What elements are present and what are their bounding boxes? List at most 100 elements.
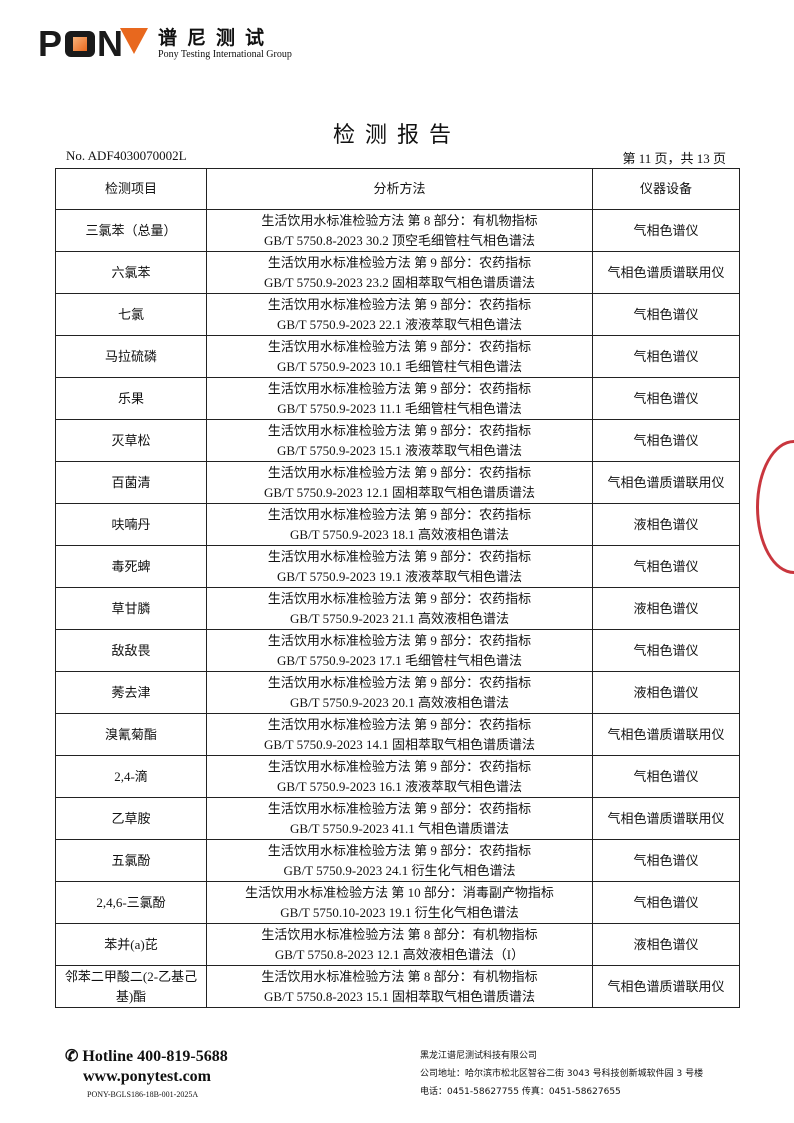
instrument: 液相色谱仪 bbox=[592, 503, 740, 546]
method-standard: 生活饮用水标准检验方法 第 8 部分：有机物指标 bbox=[261, 926, 538, 942]
method-clause: GB/T 5750.9-2023 16.1 液液萃取气相色谱法 bbox=[277, 778, 522, 794]
test-item: 三氯苯（总量） bbox=[55, 209, 207, 252]
table-row: 毒死蜱 生活饮用水标准检验方法 第 9 部分：农药指标 GB/T 5750.9-2… bbox=[55, 545, 740, 588]
method-clause: GB/T 5750.8-2023 12.1 高效液相色谱法（I） bbox=[274, 946, 525, 962]
method-standard: 生活饮用水标准检验方法 第 9 部分：农药指标 bbox=[267, 338, 532, 354]
table-row: 敌敌畏 生活饮用水标准检验方法 第 9 部分：农药指标 GB/T 5750.9-2… bbox=[55, 629, 740, 672]
method-clause: GB/T 5750.9-2023 15.1 液液萃取气相色谱法 bbox=[277, 442, 522, 458]
instrument: 气相色谱质谱联用仪 bbox=[592, 797, 740, 840]
logo-en-text: Pony Testing International Group bbox=[158, 49, 292, 60]
analysis-method: 生活饮用水标准检验方法 第 9 部分：农药指标 GB/T 5750.9-2023 … bbox=[206, 377, 593, 420]
company-address: 公司地址：哈尔滨市松北区智谷二街 3043 号科技创新城软件园 3 号楼 bbox=[420, 1069, 704, 1079]
table-row: 五氯酚 生活饮用水标准检验方法 第 9 部分：农药指标 GB/T 5750.9-2… bbox=[55, 839, 740, 882]
instrument: 气相色谱仪 bbox=[592, 839, 740, 882]
method-clause: GB/T 5750.9-2023 14.1 固相萃取气相色谱质谱法 bbox=[264, 736, 535, 752]
table-row: 乙草胺 生活饮用水标准检验方法 第 9 部分：农药指标 GB/T 5750.9-2… bbox=[55, 797, 740, 840]
page-number: 第 11 页，共 13 页 bbox=[622, 151, 726, 166]
table-row: 百菌清 生活饮用水标准检验方法 第 9 部分：农药指标 GB/T 5750.9-2… bbox=[55, 461, 740, 504]
table-row: 草甘膦 生活饮用水标准检验方法 第 9 部分：农药指标 GB/T 5750.9-2… bbox=[55, 587, 740, 630]
instrument: 气相色谱仪 bbox=[592, 881, 740, 924]
test-item: 乙草胺 bbox=[55, 797, 207, 840]
instrument: 液相色谱仪 bbox=[592, 671, 740, 714]
test-item: 2,4,6-三氯酚 bbox=[55, 881, 207, 924]
table-row: 2,4,6-三氯酚 生活饮用水标准检验方法 第 10 部分：消毒副产物指标 GB/… bbox=[55, 881, 740, 924]
method-clause: GB/T 5750.9-2023 41.1 气相色谱质谱法 bbox=[290, 820, 509, 836]
column-header: 分析方法 bbox=[206, 168, 593, 210]
analysis-method: 生活饮用水标准检验方法 第 9 部分：农药指标 GB/T 5750.9-2023 … bbox=[206, 419, 593, 462]
table-row: 乐果 生活饮用水标准检验方法 第 9 部分：农药指标 GB/T 5750.9-20… bbox=[55, 377, 740, 420]
method-standard: 生活饮用水标准检验方法 第 9 部分：农药指标 bbox=[267, 422, 532, 438]
analysis-method: 生活饮用水标准检验方法 第 9 部分：农药指标 GB/T 5750.9-2023 … bbox=[206, 671, 593, 714]
method-standard: 生活饮用水标准检验方法 第 9 部分：农药指标 bbox=[267, 842, 532, 858]
instrument: 气相色谱仪 bbox=[592, 755, 740, 798]
method-standard: 生活饮用水标准检验方法 第 9 部分：农药指标 bbox=[267, 758, 532, 774]
phone-icon: ✆ bbox=[65, 1048, 83, 1065]
column-header: 仪器设备 bbox=[592, 168, 740, 210]
test-item: 马拉硫磷 bbox=[55, 335, 207, 378]
table-row: 2,4-滴 生活饮用水标准检验方法 第 9 部分：农药指标 GB/T 5750.9… bbox=[55, 755, 740, 798]
instrument: 气相色谱仪 bbox=[592, 419, 740, 462]
method-clause: GB/T 5750.10-2023 19.1 衍生化气相色谱法 bbox=[280, 904, 519, 920]
method-standard: 生活饮用水标准检验方法 第 9 部分：农药指标 bbox=[267, 674, 532, 690]
instrument: 气相色谱质谱联用仪 bbox=[592, 713, 740, 756]
table-row: 溴氰菊酯 生活饮用水标准检验方法 第 9 部分：农药指标 GB/T 5750.9-… bbox=[55, 713, 740, 756]
table-row: 呋喃丹 生活饮用水标准检验方法 第 9 部分：农药指标 GB/T 5750.9-2… bbox=[55, 503, 740, 546]
method-clause: GB/T 5750.9-2023 11.1 毛细管柱气相色谱法 bbox=[277, 400, 522, 416]
method-standard: 生活饮用水标准检验方法 第 9 部分：农药指标 bbox=[267, 632, 532, 648]
test-item: 六氯苯 bbox=[55, 251, 207, 294]
analysis-method: 生活饮用水标准检验方法 第 9 部分：农药指标 GB/T 5750.9-2023 … bbox=[206, 545, 593, 588]
method-standard: 生活饮用水标准检验方法 第 9 部分：农药指标 bbox=[267, 590, 532, 606]
analysis-method: 生活饮用水标准检验方法 第 9 部分：农药指标 GB/T 5750.9-2023 … bbox=[206, 251, 593, 294]
hotline-text: ✆ Hotline 400-819-5688 bbox=[65, 1048, 228, 1065]
analysis-method: 生活饮用水标准检验方法 第 9 部分：农药指标 GB/T 5750.9-2023 … bbox=[206, 503, 593, 546]
test-item: 百菌清 bbox=[55, 461, 207, 504]
instrument: 气相色谱仪 bbox=[592, 335, 740, 378]
analysis-method: 生活饮用水标准检验方法 第 9 部分：农药指标 GB/T 5750.9-2023 … bbox=[206, 713, 593, 756]
analysis-method: 生活饮用水标准检验方法 第 9 部分：农药指标 GB/T 5750.9-2023 … bbox=[206, 755, 593, 798]
method-standard: 生活饮用水标准检验方法 第 9 部分：农药指标 bbox=[267, 548, 532, 564]
method-clause: GB/T 5750.9-2023 20.1 高效液相色谱法 bbox=[290, 694, 509, 710]
method-table: 检测项目 分析方法 仪器设备 三氯苯（总量） 生活饮用水标准检验方法 第 8 部… bbox=[55, 168, 740, 1008]
table-row: 邻苯二甲酸二(2-乙基己基)酯 生活饮用水标准检验方法 第 8 部分：有机物指标… bbox=[55, 965, 740, 1008]
report-number: No. ADF4030070002L bbox=[66, 148, 187, 163]
analysis-method: 生活饮用水标准检验方法 第 9 部分：农药指标 GB/T 5750.9-2023 … bbox=[206, 839, 593, 882]
test-item: 2,4-滴 bbox=[55, 755, 207, 798]
table-row: 三氯苯（总量） 生活饮用水标准检验方法 第 8 部分：有机物指标 GB/T 575… bbox=[55, 209, 740, 252]
instrument: 气相色谱仪 bbox=[592, 545, 740, 588]
test-item: 莠去津 bbox=[55, 671, 207, 714]
method-clause: GB/T 5750.8-2023 15.1 固相萃取气相色谱质谱法 bbox=[264, 988, 535, 1004]
method-clause: GB/T 5750.9-2023 10.1 毛细管柱气相色谱法 bbox=[277, 358, 522, 374]
method-standard: 生活饮用水标准检验方法 第 10 部分：消毒副产物指标 bbox=[245, 884, 554, 900]
test-item: 敌敌畏 bbox=[55, 629, 207, 672]
instrument: 气相色谱仪 bbox=[592, 293, 740, 336]
method-standard: 生活饮用水标准检验方法 第 9 部分：农药指标 bbox=[267, 296, 532, 312]
instrument: 气相色谱仪 bbox=[592, 209, 740, 252]
page-title: 检测报告 bbox=[332, 123, 461, 148]
table-row: 苯并(a)芘 生活饮用水标准检验方法 第 8 部分：有机物指标 GB/T 5750… bbox=[55, 923, 740, 966]
method-standard: 生活饮用水标准检验方法 第 8 部分：有机物指标 bbox=[261, 968, 538, 984]
table-row: 灭草松 生活饮用水标准检验方法 第 9 部分：农药指标 GB/T 5750.9-2… bbox=[55, 419, 740, 462]
table-row: 七氯 生活饮用水标准检验方法 第 9 部分：农药指标 GB/T 5750.9-20… bbox=[55, 293, 740, 336]
test-item: 七氯 bbox=[55, 293, 207, 336]
test-item: 邻苯二甲酸二(2-乙基己基)酯 bbox=[55, 965, 207, 1008]
method-clause: GB/T 5750.8-2023 30.2 顶空毛细管柱气相色谱法 bbox=[264, 232, 535, 248]
test-item: 草甘膦 bbox=[55, 587, 207, 630]
method-standard: 生活饮用水标准检验方法 第 9 部分：农药指标 bbox=[267, 800, 532, 816]
website-text: www.ponytest.com bbox=[83, 1068, 211, 1085]
instrument: 气相色谱质谱联用仪 bbox=[592, 461, 740, 504]
logo-cn-text: 谱尼测试 bbox=[158, 27, 275, 49]
method-clause: GB/T 5750.9-2023 17.1 毛细管柱气相色谱法 bbox=[277, 652, 522, 668]
method-clause: GB/T 5750.9-2023 24.1 衍生化气相色谱法 bbox=[283, 862, 516, 878]
instrument: 气相色谱仪 bbox=[592, 377, 740, 420]
analysis-method: 生活饮用水标准检验方法 第 9 部分：农药指标 GB/T 5750.9-2023 … bbox=[206, 797, 593, 840]
method-standard: 生活饮用水标准检验方法 第 9 部分：农药指标 bbox=[267, 380, 532, 396]
test-item: 灭草松 bbox=[55, 419, 207, 462]
analysis-method: 生活饮用水标准检验方法 第 9 部分：农药指标 GB/T 5750.9-2023 … bbox=[206, 335, 593, 378]
analysis-method: 生活饮用水标准检验方法 第 9 部分：农药指标 GB/T 5750.9-2023 … bbox=[206, 293, 593, 336]
test-item: 呋喃丹 bbox=[55, 503, 207, 546]
analysis-method: 生活饮用水标准检验方法 第 9 部分：农药指标 GB/T 5750.9-2023 … bbox=[206, 629, 593, 672]
test-item: 溴氰菊酯 bbox=[55, 713, 207, 756]
column-header: 检测项目 bbox=[55, 168, 207, 210]
